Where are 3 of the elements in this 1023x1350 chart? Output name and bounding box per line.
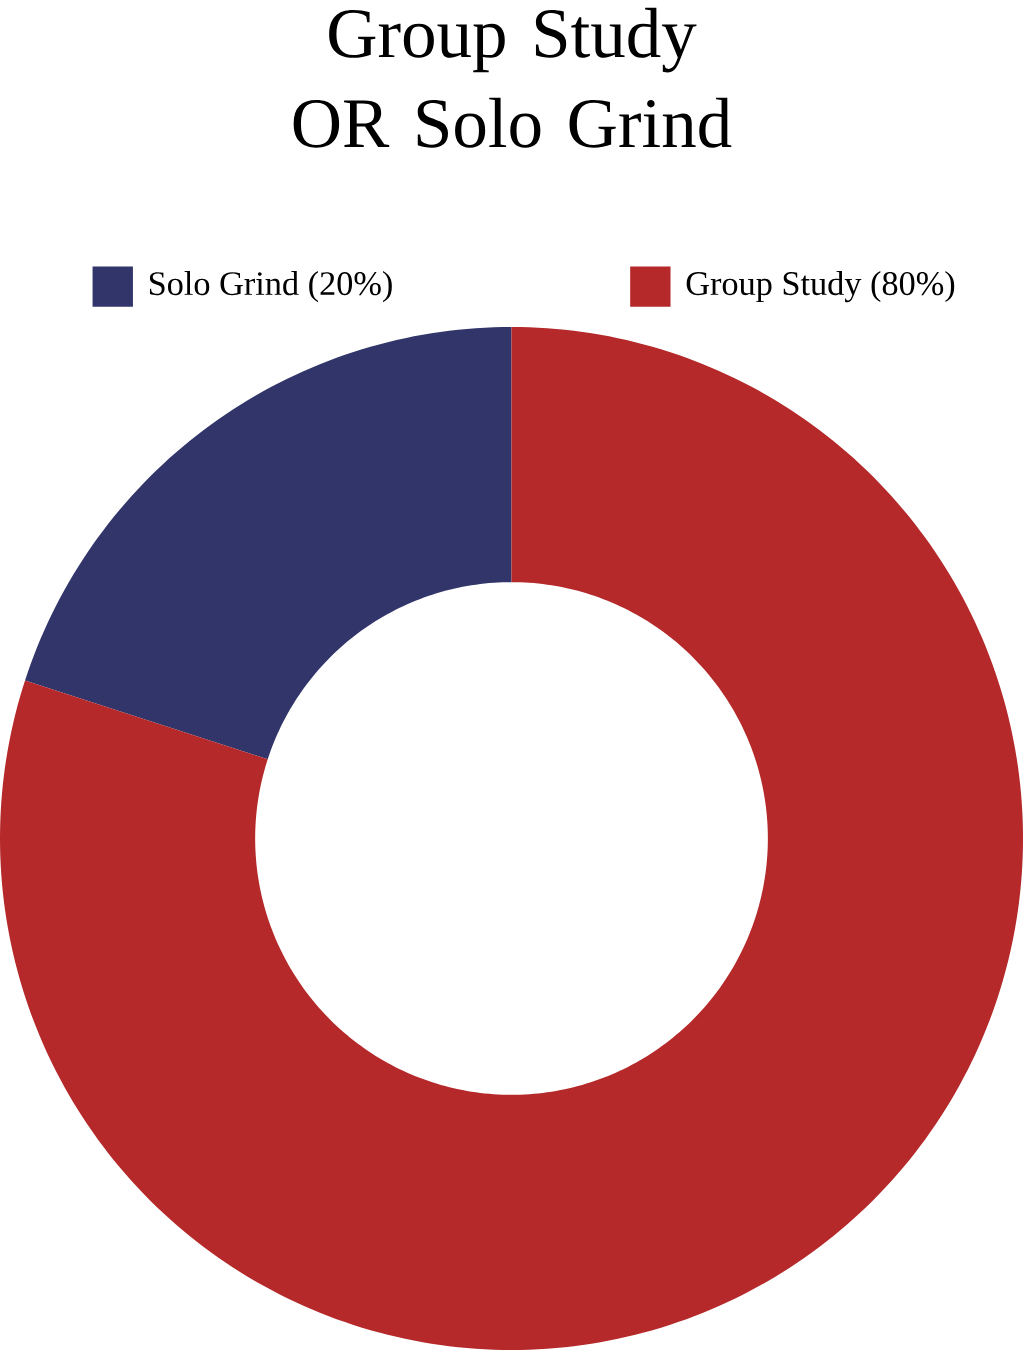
legend-label: Group Study (80%) [686,271,955,303]
chart-title: Group Study OR Solo Grind [293,7,732,148]
legend-label: Solo Grind (20%) [149,271,392,303]
